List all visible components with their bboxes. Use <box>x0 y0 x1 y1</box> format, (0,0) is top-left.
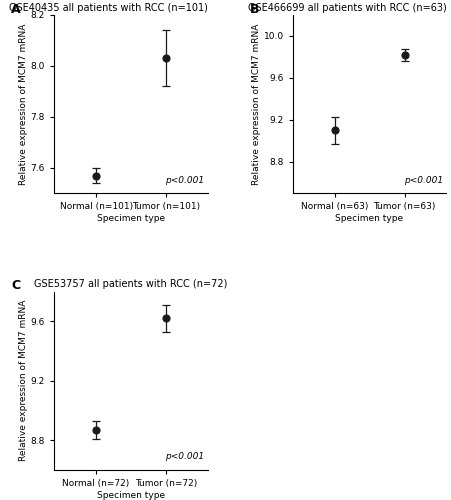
X-axis label: Specimen type: Specimen type <box>336 214 404 223</box>
Y-axis label: Relative expression of MCM7 mRNA: Relative expression of MCM7 mRNA <box>19 24 28 185</box>
Text: p<0.001: p<0.001 <box>404 176 443 184</box>
Text: C: C <box>11 279 20 292</box>
X-axis label: Specimen type: Specimen type <box>97 491 165 500</box>
Text: GSE40435 all patients with RCC (n=101): GSE40435 all patients with RCC (n=101) <box>9 3 208 13</box>
Text: GSE466699 all patients with RCC (n=63): GSE466699 all patients with RCC (n=63) <box>248 3 446 13</box>
X-axis label: Specimen type: Specimen type <box>97 214 165 223</box>
Text: p<0.001: p<0.001 <box>166 452 204 461</box>
Text: A: A <box>11 2 21 16</box>
Title: GSE53757 all patients with RCC (n=72): GSE53757 all patients with RCC (n=72) <box>34 280 228 289</box>
Y-axis label: Relative expression of MCM7 mRNA: Relative expression of MCM7 mRNA <box>252 24 261 185</box>
Text: B: B <box>249 2 259 16</box>
Y-axis label: Relative expression of MCM7 mRNA: Relative expression of MCM7 mRNA <box>19 300 28 462</box>
Text: p<0.001: p<0.001 <box>166 176 204 184</box>
